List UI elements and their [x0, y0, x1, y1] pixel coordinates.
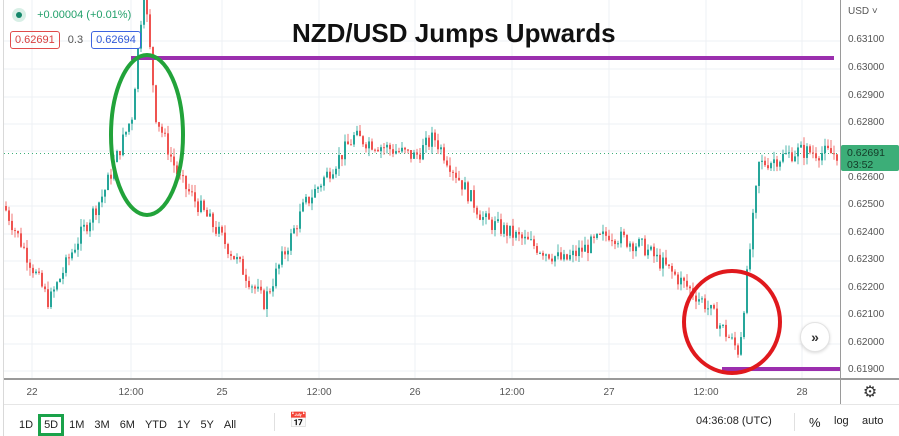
time-tick: 12:00	[118, 387, 144, 398]
price-tick: 0.62600	[848, 172, 885, 183]
current-price: 0.62691	[847, 147, 885, 159]
sell-price-button[interactable]: 0.62691	[10, 31, 60, 49]
gear-icon: ⚙	[862, 384, 878, 401]
time-tick: 27	[603, 387, 615, 398]
price-tick: 0.62800	[848, 117, 885, 128]
double-chevron-right-icon: »	[811, 329, 819, 345]
price-tick: 0.62200	[848, 282, 885, 293]
range-1m[interactable]: 1M	[69, 419, 85, 431]
price-tick: 0.62000	[848, 337, 885, 348]
chart-plot-area[interactable]	[4, 0, 840, 378]
range-ytd[interactable]: YTD	[144, 419, 167, 431]
chart-title: NZD/USD Jumps Upwards	[292, 18, 616, 48]
range-1y[interactable]: 1Y	[176, 419, 191, 431]
range-3m[interactable]: 3M	[94, 419, 110, 431]
price-tick: 0.62500	[848, 199, 885, 210]
range-5y[interactable]: 5Y	[200, 419, 214, 431]
spread: 0.3	[67, 34, 84, 46]
chart-settings-button[interactable]: ⚙	[840, 378, 899, 404]
divider	[274, 413, 275, 431]
chart-frame	[3, 0, 899, 436]
range-6m[interactable]: 6M	[119, 419, 135, 431]
time-tick: 12:00	[306, 387, 332, 398]
quote-row: 0.62691 0.3 0.62694	[10, 31, 141, 49]
price-tick: 0.61900	[848, 364, 885, 375]
bottom-toolbar: 1D 5D 1M 3M 6M YTD 1Y 5Y All 📅 04:36:08 (UTC) % …	[4, 404, 899, 436]
price-chart	[4, 0, 840, 378]
range-1d[interactable]: 1D	[19, 419, 34, 431]
price-tick: 0.62400	[848, 227, 885, 238]
auto-toggle[interactable]: auto	[862, 415, 884, 427]
legend: +0.00004 (+0.01%)	[12, 8, 131, 22]
price-tick: 0.63000	[848, 62, 885, 73]
time-tick: 12:00	[693, 387, 719, 398]
time-tick: 25	[216, 387, 228, 398]
currency-selector[interactable]: USD ˅	[848, 6, 878, 17]
scroll-to-realtime-button[interactable]: »	[800, 322, 830, 352]
price-tick: 0.62900	[848, 90, 885, 101]
price-axis[interactable]: USD ˅ 0.63100 0.63000 0.62900 0.62800 0.6260…	[840, 0, 899, 378]
time-tick: 28	[796, 387, 808, 398]
time-tick: 12:00	[499, 387, 525, 398]
buy-price-button[interactable]: 0.62694	[91, 31, 141, 49]
range-5d[interactable]: 5D	[38, 414, 65, 436]
price-tick: 0.63100	[848, 34, 885, 45]
bar-countdown: 03:52	[847, 159, 874, 171]
price-tick: 0.62100	[848, 309, 885, 320]
utc-clock[interactable]: 04:36:08 (UTC)	[696, 415, 772, 427]
time-axis[interactable]: 22 12:00 25 12:00 26 12:00 27 12:00 28	[4, 378, 840, 404]
range-all[interactable]: All	[223, 419, 237, 431]
divider	[794, 413, 795, 431]
time-tick: 26	[409, 387, 421, 398]
range-selector: 1D 5D 1M 3M 6M YTD 1Y 5Y All	[14, 414, 241, 436]
current-price-tag: 0.62691 03:52	[841, 145, 899, 171]
time-tick: 22	[26, 387, 38, 398]
percent-toggle[interactable]: %	[809, 415, 821, 430]
date-range-icon[interactable]: 📅	[289, 412, 308, 429]
market-status-icon	[12, 8, 26, 22]
log-toggle[interactable]: log	[834, 415, 849, 427]
price-tick: 0.62300	[848, 254, 885, 265]
price-change: +0.00004 (+0.01%)	[37, 9, 132, 21]
